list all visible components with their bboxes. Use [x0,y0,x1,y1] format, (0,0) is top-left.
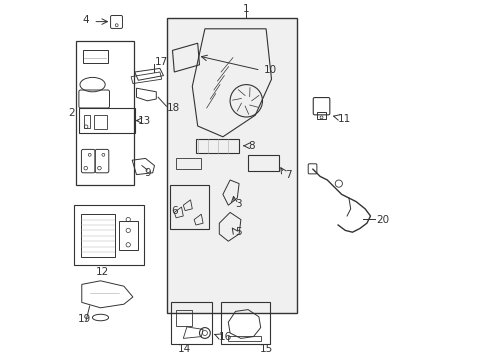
Bar [176,158,201,169]
Text: 16: 16 [218,332,231,342]
Bar [79,108,134,133]
Text: 19: 19 [78,314,91,324]
Bar [221,302,269,344]
Bar [73,205,143,265]
Text: 13: 13 [138,116,151,126]
Text: 7: 7 [284,170,291,180]
Bar [196,139,239,153]
Bar [247,155,278,171]
Bar [228,336,260,341]
Bar [118,221,138,250]
Text: 4: 4 [82,15,88,25]
Text: 17: 17 [155,57,168,67]
Text: 2: 2 [68,108,75,118]
Text: 3: 3 [235,199,241,210]
Text: 6: 6 [171,206,178,216]
Text: 9: 9 [143,168,150,178]
Text: 12: 12 [96,267,109,277]
Bar [170,302,212,344]
Text: 5: 5 [235,227,241,237]
Bar [82,50,107,63]
Bar [176,310,192,326]
Text: 18: 18 [167,103,180,113]
Text: 20: 20 [375,215,388,225]
Bar [169,185,209,229]
Text: 15: 15 [259,344,272,354]
Text: 10: 10 [264,65,277,75]
Bar [167,18,296,313]
Text: 8: 8 [247,141,254,151]
Bar [76,41,133,185]
Bar [81,214,115,257]
Bar [317,112,325,119]
Bar [94,115,107,129]
Bar [83,115,90,128]
Text: 11: 11 [337,114,351,124]
Text: 1: 1 [243,4,249,14]
Text: 14: 14 [178,344,191,354]
